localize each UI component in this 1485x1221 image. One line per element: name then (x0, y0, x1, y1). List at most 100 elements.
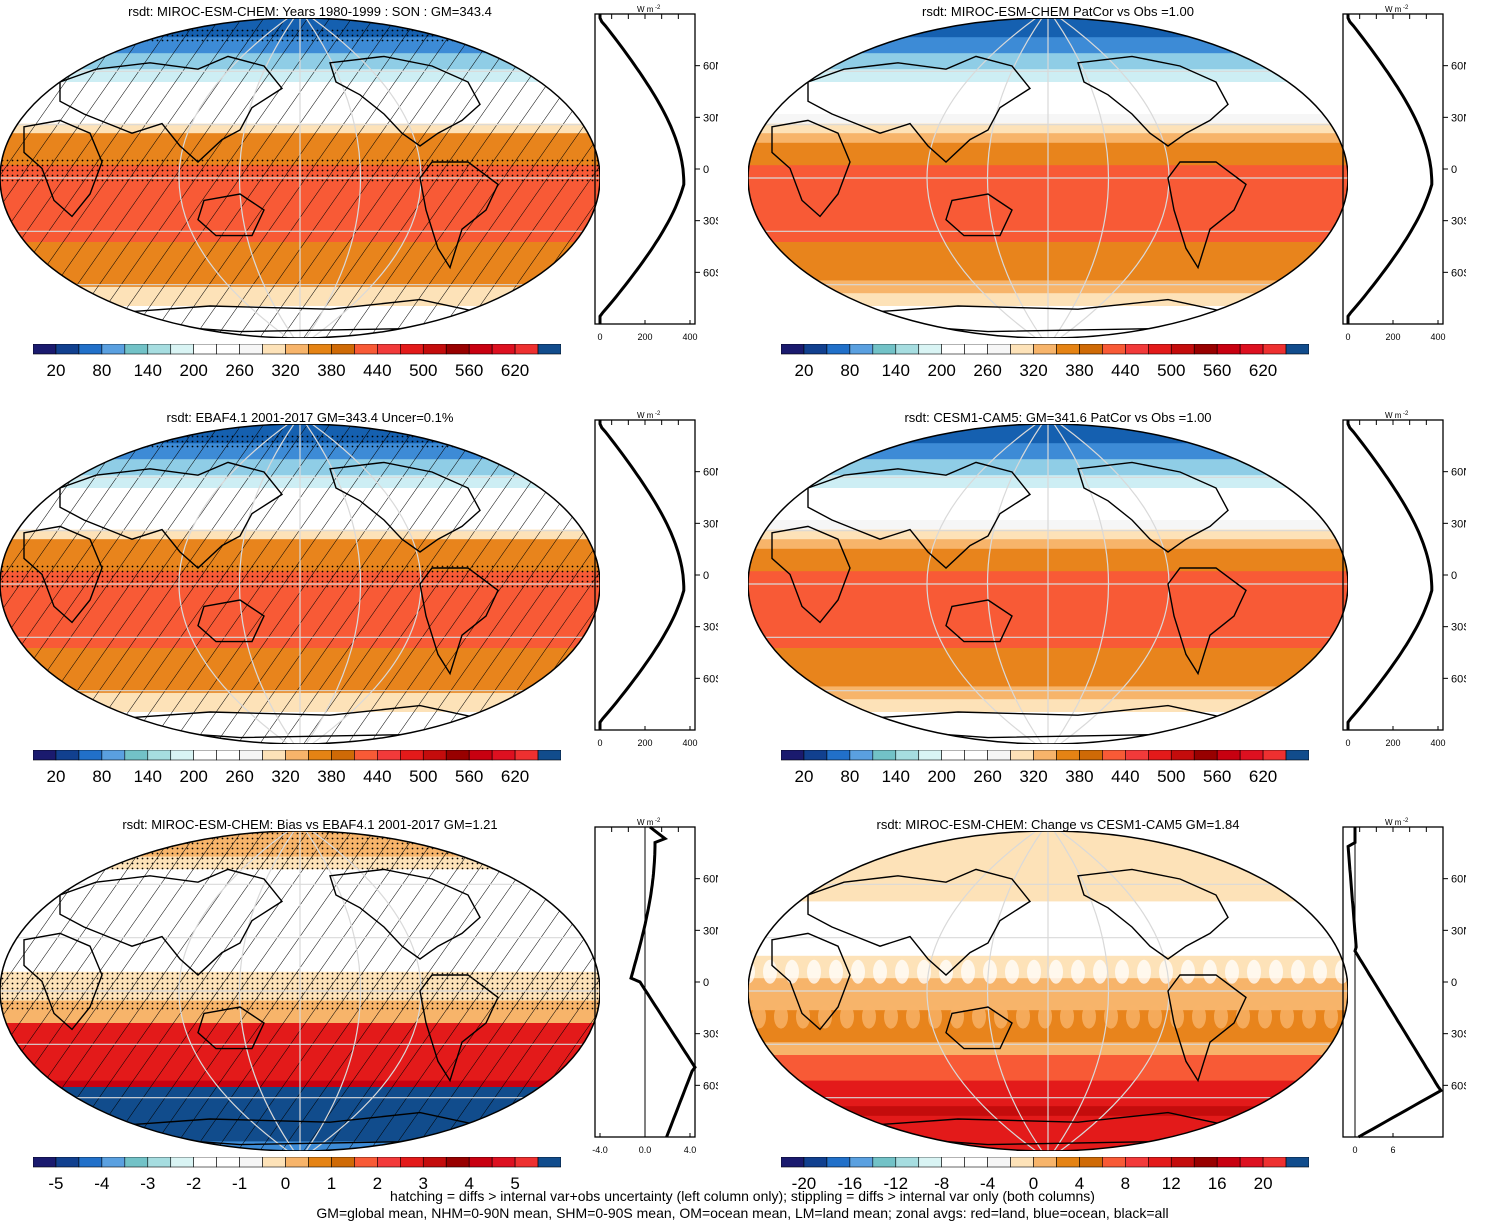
zonal-unit-exponent: -2 (1403, 818, 1409, 824)
zonal-tick-label: 400 (682, 332, 697, 342)
zonal-unit-exponent: -2 (655, 5, 661, 11)
graticule-line (311, 18, 422, 338)
latitude-label: 60N (1451, 467, 1466, 479)
colorbar-swatch (1262, 1157, 1287, 1168)
colorbar-label: -12 (883, 1174, 908, 1193)
wave-pattern (1148, 1004, 1162, 1029)
wave-pattern (1269, 959, 1283, 984)
footer-note-hatching: hatching = diffs > internal var+obs unce… (390, 1188, 1095, 1204)
colorbar-swatch (124, 1157, 149, 1168)
colorbar-swatch (1216, 750, 1241, 761)
graticule-line (1053, 831, 1110, 1151)
colorbar-swatch (895, 344, 920, 355)
colorbar-label: 1 (327, 1174, 336, 1193)
colorbar: 20 80 140 200 260 320 380 440 500 560 620 (33, 344, 561, 380)
colorbar-swatch (1216, 1157, 1241, 1168)
zonal-axes (1342, 826, 1444, 1138)
colorbar-label: 440 (1111, 361, 1139, 380)
colorbar-swatch (1239, 750, 1264, 761)
colorbar-label: -2 (186, 1174, 201, 1193)
latitude-label: 60N (703, 874, 718, 886)
colorbar-swatch (1193, 344, 1218, 355)
colorbar-swatch (1148, 344, 1172, 355)
coastline (197, 599, 265, 643)
colorbar-swatch (1010, 344, 1034, 355)
latitude-label: 0 (703, 977, 709, 989)
colorbar-label: 560 (1203, 361, 1231, 380)
graticule-line (178, 424, 289, 744)
latitude-label: 60S (1451, 1080, 1466, 1092)
colorbar-swatch (55, 1157, 80, 1168)
colorbar-swatch (262, 1157, 286, 1168)
wave-pattern (1126, 1004, 1140, 1029)
colorbar-swatch (285, 1157, 309, 1168)
colorbar-swatch (55, 344, 80, 355)
colorbar-swatch (1148, 750, 1172, 761)
map-border (0, 18, 600, 338)
colorbar-swatch (872, 344, 897, 355)
colorbar-swatch (1262, 750, 1287, 761)
latitude-label: 60S (1451, 673, 1466, 685)
wave-pattern (1038, 1004, 1052, 1029)
colorbar-swatch (1102, 1157, 1126, 1168)
coastline (945, 193, 1013, 237)
zonal-tick-label: 400 (1430, 738, 1445, 748)
colorbar-swatch (422, 344, 447, 355)
colorbar-swatch (78, 1157, 103, 1168)
latitude-label: 30S (1451, 1029, 1466, 1041)
coastline (59, 55, 284, 163)
colorbar-label: 80 (92, 767, 111, 786)
panel-title: rsdt: CESM1-CAM5: GM=341.6 PatCor vs Obs… (904, 410, 1212, 425)
zonal-mean-plot: W m-2 60N 30N 0 30S 60S 0 6 (1342, 818, 1466, 1155)
colorbar: -20 -16 -12 -8 -4 0 4 8 12 16 20 (781, 1157, 1309, 1193)
colorbar-swatch (33, 344, 57, 355)
colorbar-label: 5 (510, 1174, 519, 1193)
colorbar-label: 260 (225, 767, 253, 786)
latitude-label: 30N (703, 925, 718, 937)
colorbar-swatch (537, 344, 561, 355)
graticule-line (238, 18, 295, 338)
wave-pattern (972, 1004, 986, 1029)
colorbar-label: 3 (419, 1174, 428, 1193)
coastline (23, 525, 103, 624)
colorbar-label: 500 (409, 767, 437, 786)
colorbar-swatch (826, 344, 851, 355)
colorbar-label: 500 (1157, 361, 1185, 380)
colorbar-swatch (331, 1157, 355, 1168)
colorbar-swatch (826, 1157, 851, 1168)
zonal-unit-exponent: -2 (1403, 411, 1409, 417)
zonal-tick-label: 200 (1385, 332, 1400, 342)
latitude-label: 30N (1451, 925, 1466, 937)
wave-pattern (873, 959, 887, 984)
colorbar-swatch (1056, 1157, 1080, 1168)
colorbar-label: 440 (363, 361, 391, 380)
wave-pattern (1302, 1004, 1316, 1029)
colorbar-label: 320 (271, 361, 299, 380)
colorbar-label: -4 (980, 1174, 995, 1193)
colorbar-swatch (1079, 750, 1103, 761)
zonal-axes (1342, 13, 1444, 325)
colorbar-swatch (1285, 1157, 1309, 1168)
colorbar-swatch (468, 750, 493, 761)
wave-pattern (1236, 1004, 1250, 1029)
graticule-line (238, 831, 295, 1151)
zonal-tick-label: 400 (1430, 332, 1445, 342)
graticule-line (305, 18, 362, 338)
zonal-mean-curve (598, 420, 686, 730)
colorbar-swatch (33, 1157, 57, 1168)
map-border (0, 831, 600, 1151)
colorbar-swatch (170, 1157, 194, 1168)
robinson-map (748, 18, 1348, 338)
colorbar-label: 200 (928, 767, 956, 786)
graticule-line (305, 424, 362, 744)
colorbar-swatch (781, 344, 805, 355)
coastline (23, 119, 103, 218)
zonal-mean-plot: W m-2 60N 30N 0 30S 60S 0 200 400 (1342, 411, 1466, 748)
graticule-line (1059, 831, 1170, 1151)
colorbar-swatch (239, 344, 263, 355)
coastline (419, 161, 499, 270)
colorbar-swatch (872, 1157, 897, 1168)
zonal-axes (594, 13, 696, 325)
colorbar-swatch (239, 750, 263, 761)
wave-pattern (1005, 959, 1019, 984)
